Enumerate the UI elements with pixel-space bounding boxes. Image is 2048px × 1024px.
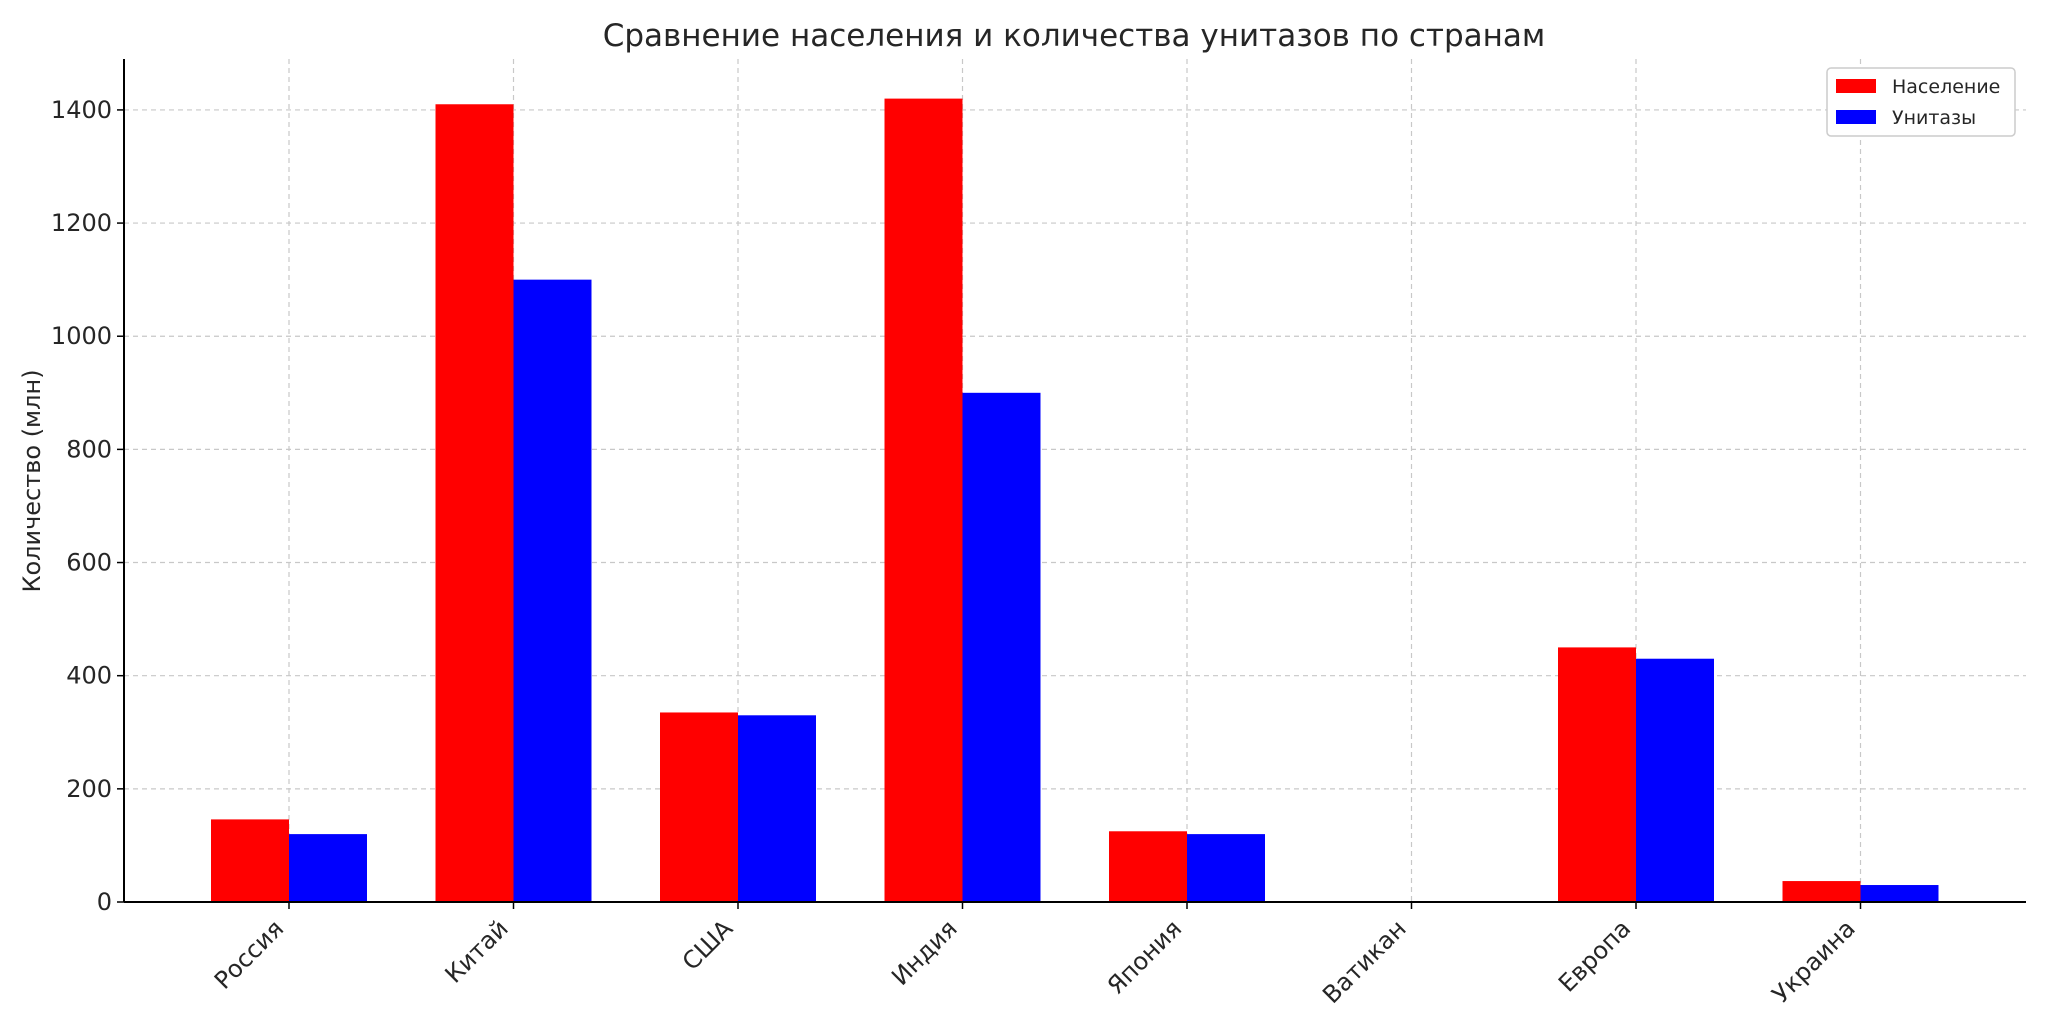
- bar-population-0: [211, 819, 289, 902]
- chart-title: Сравнение населения и количества унитазо…: [603, 18, 1546, 54]
- y-tick-label: 1400: [51, 96, 112, 124]
- bar-population-7: [1782, 881, 1861, 902]
- axes: [123, 59, 2026, 903]
- x-tick-label: Китай: [440, 914, 514, 988]
- legend-swatch-population: [1836, 79, 1876, 93]
- grid: [124, 59, 2026, 902]
- bar-toilets-0: [289, 834, 367, 902]
- bar-population-1: [435, 104, 514, 903]
- bar-toilets-1: [513, 279, 592, 902]
- x-tick-label: Европа: [1553, 914, 1636, 997]
- x-tick-label: Украина: [1767, 914, 1861, 1008]
- x-tick-label: Индия: [886, 914, 963, 991]
- y-tick-label: 1000: [51, 322, 112, 350]
- y-tick-label: 800: [66, 435, 112, 463]
- x-tick-label: Япония: [1102, 914, 1187, 999]
- y-tick-label: 400: [66, 662, 112, 690]
- bar-population-2: [660, 712, 738, 902]
- y-tick-label: 1200: [51, 209, 112, 237]
- x-tick-label: США: [677, 914, 739, 976]
- bar-toilets-3: [962, 392, 1041, 902]
- legend-swatch-toilets: [1836, 110, 1876, 124]
- bars: [211, 98, 1939, 903]
- legend-label-toilets: Унитазы: [1892, 107, 1976, 129]
- x-tick-label: Россия: [209, 914, 289, 994]
- bar-population-4: [1109, 831, 1187, 902]
- y-tick-label: 0: [97, 888, 112, 916]
- legend-label-population: Население: [1892, 76, 2000, 98]
- y-axis-label: Количество (млн): [18, 369, 46, 592]
- x-tick-label: Ватикан: [1317, 914, 1412, 1009]
- bar-toilets-4: [1187, 834, 1265, 902]
- y-tick-label: 200: [66, 775, 112, 803]
- bar-population-6: [1558, 647, 1636, 902]
- bar-population-3: [884, 98, 963, 903]
- bar-toilets-2: [738, 715, 816, 902]
- y-tick-label: 600: [66, 549, 112, 577]
- bar-toilets-6: [1636, 658, 1714, 902]
- bar-toilets-7: [1860, 885, 1939, 902]
- legend: Население Унитазы: [1826, 67, 2016, 137]
